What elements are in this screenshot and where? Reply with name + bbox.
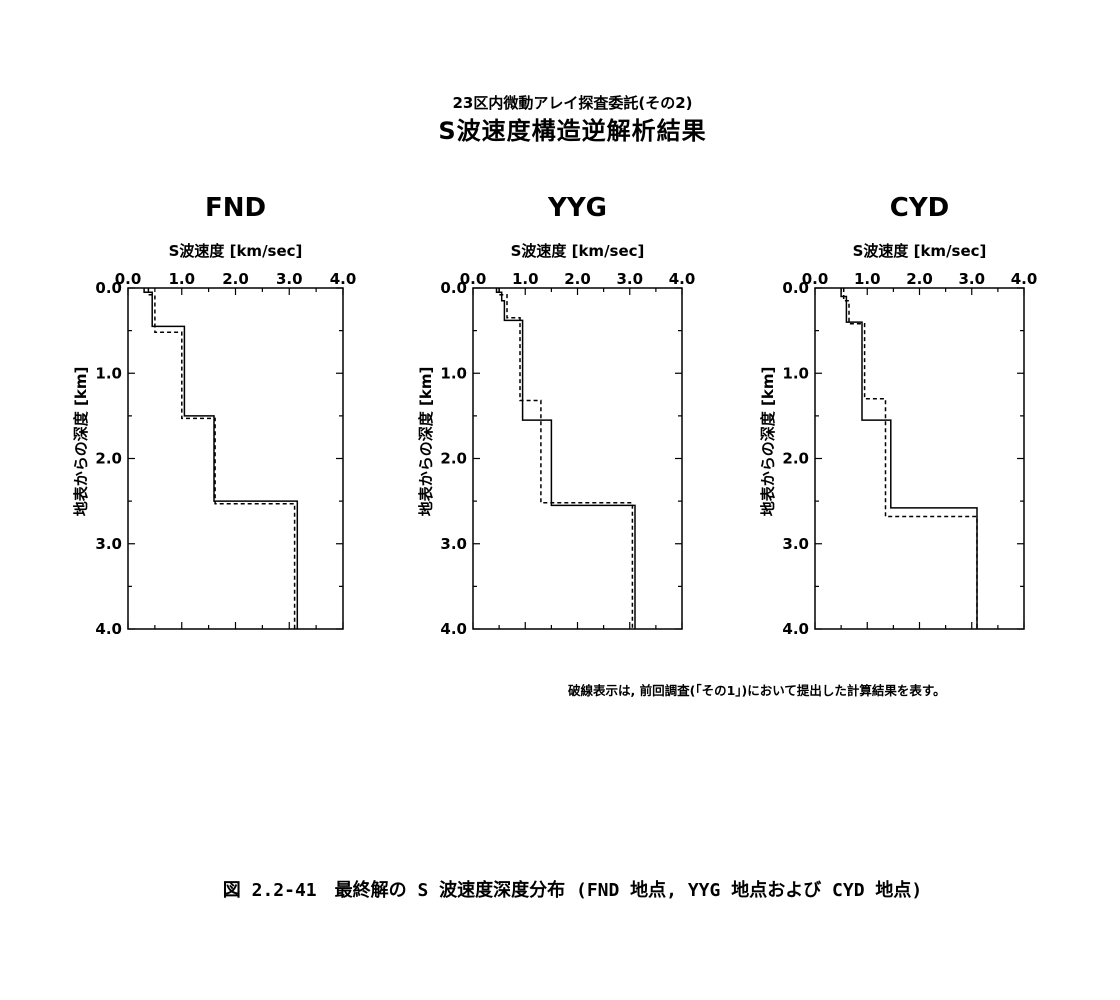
station-title: CYD [890, 193, 950, 223]
report-title: S波速度構造逆解析結果 [438, 117, 707, 145]
x-tick-label: 0.0 [115, 270, 142, 288]
x-tick-label: 0.0 [460, 270, 487, 288]
title-block: 23区内微動アレイ探査委託(その2) S波速度構造逆解析結果 [0, 92, 1120, 148]
y-tick-label: 2.0 [782, 450, 809, 468]
y-tick-label: 1.0 [440, 364, 467, 382]
y-tick-label: 3.0 [782, 535, 809, 553]
y-tick-label: 4.0 [440, 620, 467, 638]
x-tick-label: 0.0 [802, 270, 829, 288]
velocity-profile-solid [143, 288, 299, 629]
depth-profile-chart-yyg: YYG S波速度 [km/sec] 0.0 1.0 2.0 3.0 4.0 0.0 1.0 2.0… [417, 193, 695, 638]
x-axis-label: S波速度 [km/sec] [853, 242, 987, 260]
x-tick-label: 1.0 [168, 270, 195, 288]
y-tick-label: 1.0 [95, 364, 122, 382]
y-tick-label: 3.0 [440, 535, 467, 553]
y-tick-label: 0.0 [95, 279, 122, 297]
y-axis-label: 地表からの深度 [km] [759, 367, 777, 517]
y-tick-label: 2.0 [440, 450, 467, 468]
x-tick-label: 1.0 [512, 270, 539, 288]
x-tick-label: 2.0 [222, 270, 249, 288]
x-axis-label: S波速度 [km/sec] [169, 242, 303, 260]
x-tick-label: 4.0 [330, 270, 357, 288]
dashed-line-note: 破線表示は, 前回調査(「その1」)において提出した計算結果を表す。 [568, 683, 946, 698]
x-tick-label: 3.0 [276, 270, 303, 288]
plot-frame [127, 287, 344, 630]
plot-frame [814, 287, 1025, 630]
depth-profile-chart-cyd: CYD S波速度 [km/sec] 0.0 1.0 2.0 3.0 4.0 0.0 1.0 2.0… [759, 193, 1037, 638]
y-tick-label: 0.0 [440, 279, 467, 297]
x-tick-label: 4.0 [1011, 270, 1038, 288]
y-tick-label: 3.0 [95, 535, 122, 553]
station-title: FND [205, 193, 266, 223]
x-tick-label: 4.0 [669, 270, 696, 288]
y-axis-label: 地表からの深度 [km] [417, 367, 435, 517]
x-tick-label: 1.0 [854, 270, 881, 288]
figure-caption: 図 2.2-41 最終解の S 波速度深度分布 (FND 地点, YYG 地点お… [222, 880, 923, 901]
y-tick-label: 4.0 [95, 620, 122, 638]
y-tick-label: 0.0 [782, 279, 809, 297]
velocity-profile-dashed [498, 288, 634, 629]
x-tick-label: 3.0 [616, 270, 643, 288]
plot-frame [472, 287, 683, 630]
y-tick-label: 2.0 [95, 450, 122, 468]
x-axis-label: S波速度 [km/sec] [511, 242, 645, 260]
velocity-profile-dashed [147, 288, 296, 629]
velocity-profile-dashed [842, 288, 978, 629]
y-tick-label: 4.0 [782, 620, 809, 638]
y-tick-label: 1.0 [782, 364, 809, 382]
station-title: YYG [547, 193, 607, 223]
velocity-profile-solid [495, 288, 636, 629]
velocity-profile-solid [840, 288, 978, 629]
x-tick-label: 2.0 [564, 270, 591, 288]
x-tick-label: 3.0 [958, 270, 985, 288]
y-axis-label: 地表からの深度 [km] [72, 367, 90, 517]
x-tick-label: 2.0 [906, 270, 933, 288]
depth-profile-chart-fnd: FND S波速度 [km/sec] 0.0 1.0 2.0 3.0 4.0 0.0 1.0 2.0… [72, 193, 356, 638]
report-subtitle: 23区内微動アレイ探査委託(その2) [452, 94, 693, 112]
